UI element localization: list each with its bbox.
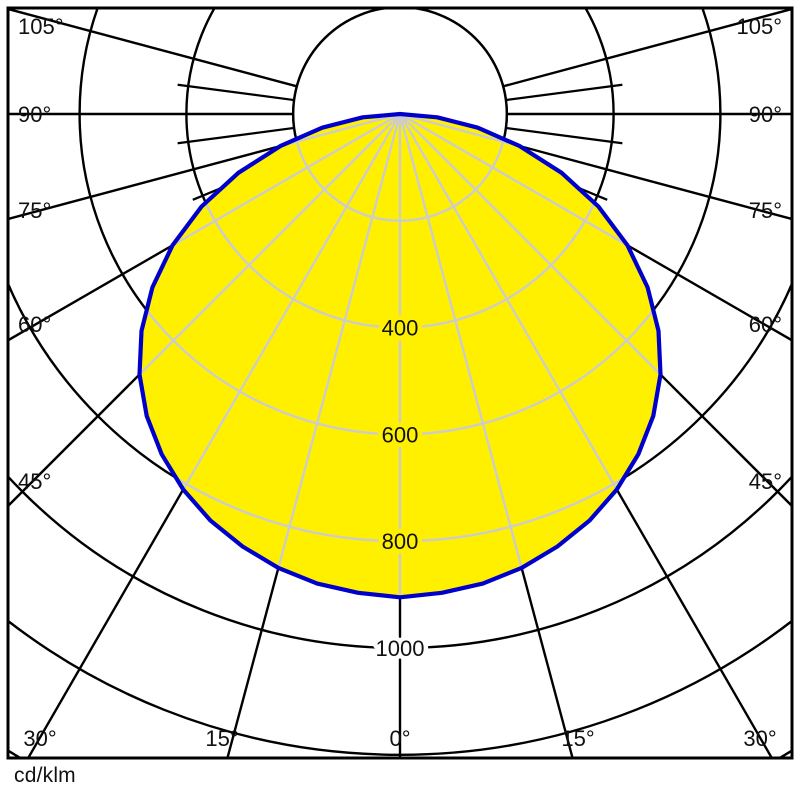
inner-spoke--45	[139, 114, 401, 598]
angle-spoke--105	[8, 8, 401, 116]
radial-label-400: 400	[382, 316, 419, 341]
chart-frame	[6, 6, 794, 760]
inner-spoke-60	[399, 114, 661, 516]
inner-spoke-45	[399, 114, 661, 598]
inner-spoke-30	[398, 114, 661, 598]
angle-spoke-75	[399, 112, 792, 221]
angle-spoke--75	[8, 112, 401, 221]
angle-label-left-90: 90°	[18, 102, 51, 127]
angle-label-left-45: 45°	[18, 469, 51, 494]
angle-label-right-45: 45°	[749, 469, 782, 494]
radial-label-1000: 1000	[376, 636, 425, 661]
radial-label-600: 600	[382, 422, 419, 447]
radial-label-800-halo: 800	[382, 529, 419, 554]
inner-spoke--15	[191, 114, 402, 598]
radial-label-600-halo: 600	[382, 422, 419, 447]
distribution-curve	[137, 111, 663, 600]
angle-label-right-60: 60°	[749, 312, 782, 337]
angle-label-right-75: 75°	[749, 198, 782, 223]
inner-spoke--30	[139, 114, 402, 598]
unit-label: cd/klm	[14, 764, 76, 787]
angle-spoke-105	[399, 8, 792, 116]
radial-label-800: 800	[382, 529, 419, 554]
angle-label-bottom-right-15: 15°	[561, 726, 594, 751]
angle-label-right-90: 90°	[749, 102, 782, 127]
angle-spoke-minor--97.5	[177, 83, 295, 102]
angle-label-left-60: 60°	[18, 312, 51, 337]
radial-label-1000-halo: 1000	[376, 636, 425, 661]
angle-spoke-minor--82.5	[177, 126, 295, 145]
angle-label-bottom-left-0: 0°	[389, 726, 410, 751]
angle-label-left-105: 105°	[18, 14, 64, 39]
radial-label-400-halo: 400	[382, 316, 419, 341]
angle-label-bottom-left-15: 15°	[205, 726, 238, 751]
angle-label-bottom-right-30: 30°	[743, 726, 776, 751]
angle-spoke-minor-82.5	[505, 126, 623, 145]
angle-label-bottom-left-30: 30°	[23, 726, 56, 751]
inner-spoke-15	[398, 114, 609, 598]
angle-label-left-75: 75°	[18, 198, 51, 223]
angle-spoke-minor-97.5	[505, 83, 623, 102]
angle-label-right-105: 105°	[736, 14, 782, 39]
inner-spoke--60	[139, 114, 401, 516]
